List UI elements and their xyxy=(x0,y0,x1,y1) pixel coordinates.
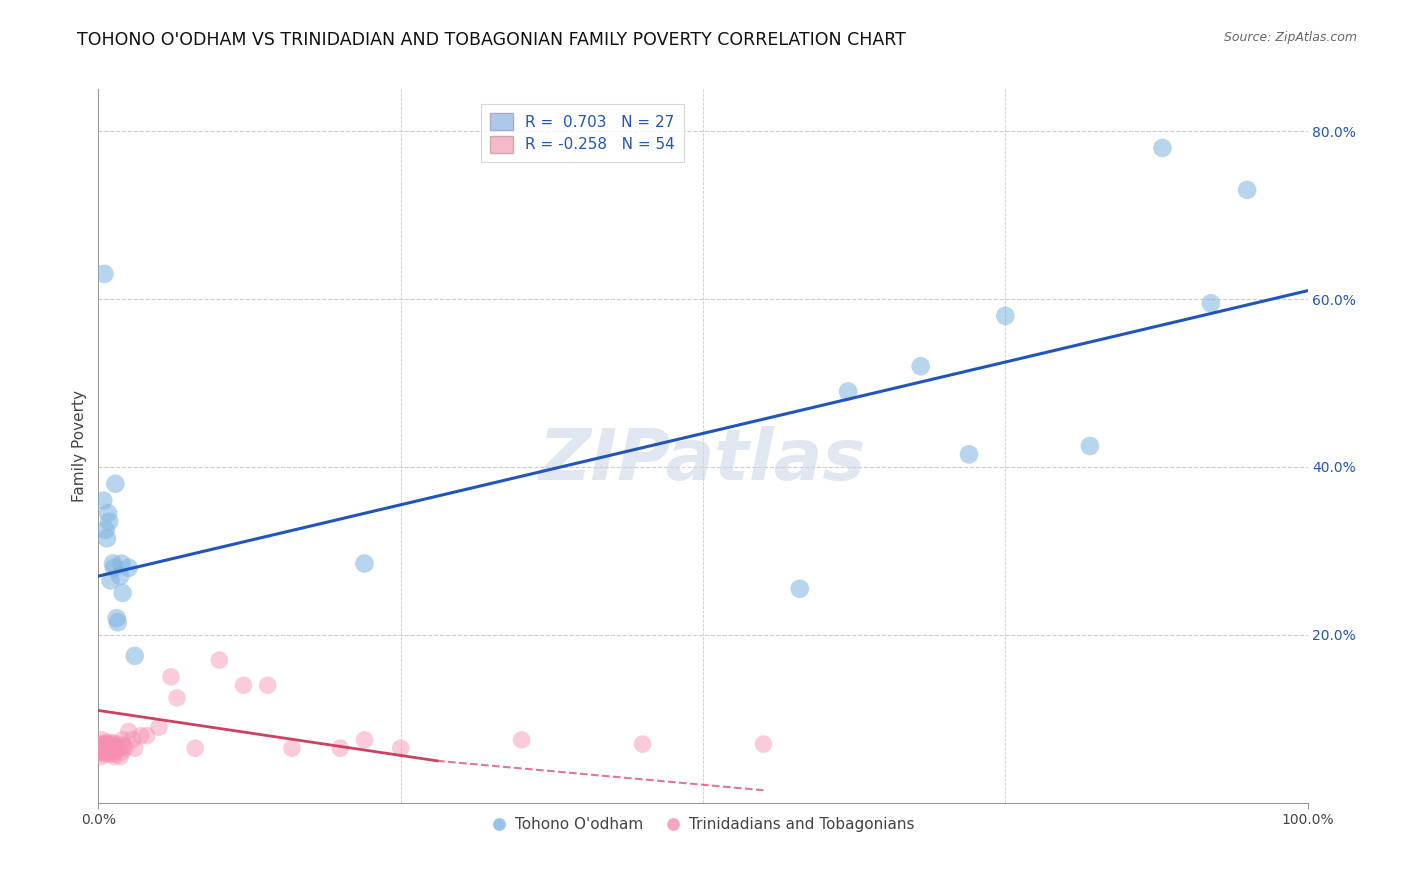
Point xyxy=(91,741,114,756)
Point xyxy=(96,741,118,756)
Point xyxy=(353,732,375,747)
Point xyxy=(1199,296,1222,310)
Point xyxy=(100,746,122,760)
Point xyxy=(389,741,412,756)
Point xyxy=(118,560,141,574)
Point xyxy=(87,741,110,756)
Point xyxy=(329,741,352,756)
Point xyxy=(124,648,146,663)
Point xyxy=(108,741,131,756)
Point xyxy=(98,741,121,756)
Point xyxy=(166,690,188,705)
Point xyxy=(752,737,775,751)
Y-axis label: Family Poverty: Family Poverty xyxy=(72,390,87,502)
Point xyxy=(957,447,980,461)
Point xyxy=(94,523,117,537)
Point xyxy=(121,732,143,747)
Point xyxy=(281,741,304,756)
Point xyxy=(994,309,1017,323)
Point xyxy=(89,746,111,760)
Point xyxy=(148,720,170,734)
Point xyxy=(90,749,112,764)
Point xyxy=(114,741,136,756)
Text: Source: ZipAtlas.com: Source: ZipAtlas.com xyxy=(1223,31,1357,45)
Point xyxy=(100,574,122,588)
Point xyxy=(112,739,135,753)
Point xyxy=(94,737,117,751)
Point xyxy=(101,747,124,761)
Point xyxy=(118,724,141,739)
Point xyxy=(111,732,134,747)
Point xyxy=(100,739,122,753)
Point xyxy=(108,569,131,583)
Point xyxy=(789,582,811,596)
Point xyxy=(107,615,129,630)
Point xyxy=(98,747,121,761)
Point xyxy=(1152,141,1174,155)
Point xyxy=(93,267,115,281)
Point xyxy=(160,670,183,684)
Text: TOHONO O'ODHAM VS TRINIDADIAN AND TOBAGONIAN FAMILY POVERTY CORRELATION CHART: TOHONO O'ODHAM VS TRINIDADIAN AND TOBAGO… xyxy=(77,31,907,49)
Point xyxy=(1078,439,1101,453)
Point xyxy=(110,557,132,571)
Point xyxy=(124,741,146,756)
Point xyxy=(108,749,131,764)
Point xyxy=(100,735,122,749)
Point xyxy=(97,737,120,751)
Point xyxy=(184,741,207,756)
Point xyxy=(91,493,114,508)
Point xyxy=(97,744,120,758)
Point xyxy=(353,557,375,571)
Point xyxy=(232,678,254,692)
Point xyxy=(91,737,114,751)
Point xyxy=(94,746,117,760)
Point xyxy=(103,741,125,756)
Point xyxy=(135,729,157,743)
Point xyxy=(256,678,278,692)
Point xyxy=(93,739,115,753)
Point xyxy=(129,729,152,743)
Point xyxy=(91,732,114,747)
Point xyxy=(107,739,129,753)
Point xyxy=(910,359,932,374)
Point xyxy=(837,384,859,399)
Point xyxy=(103,749,125,764)
Point xyxy=(93,747,115,761)
Point xyxy=(96,735,118,749)
Point xyxy=(104,476,127,491)
Point xyxy=(510,732,533,747)
Point xyxy=(101,557,124,571)
Point xyxy=(96,532,118,546)
Text: ZIPatlas: ZIPatlas xyxy=(540,425,866,495)
Point xyxy=(91,746,114,760)
Point xyxy=(110,746,132,760)
Legend: Tohono O'odham, Trinidadians and Tobagonians: Tohono O'odham, Trinidadians and Tobagon… xyxy=(485,811,921,838)
Point xyxy=(103,560,125,574)
Point xyxy=(631,737,654,751)
Point xyxy=(101,737,124,751)
Point xyxy=(111,586,134,600)
Point xyxy=(97,506,120,520)
Point xyxy=(105,737,128,751)
Point xyxy=(1236,183,1258,197)
Point xyxy=(98,515,121,529)
Point xyxy=(90,737,112,751)
Point xyxy=(100,741,122,756)
Point xyxy=(208,653,231,667)
Point xyxy=(104,744,127,758)
Point xyxy=(105,611,128,625)
